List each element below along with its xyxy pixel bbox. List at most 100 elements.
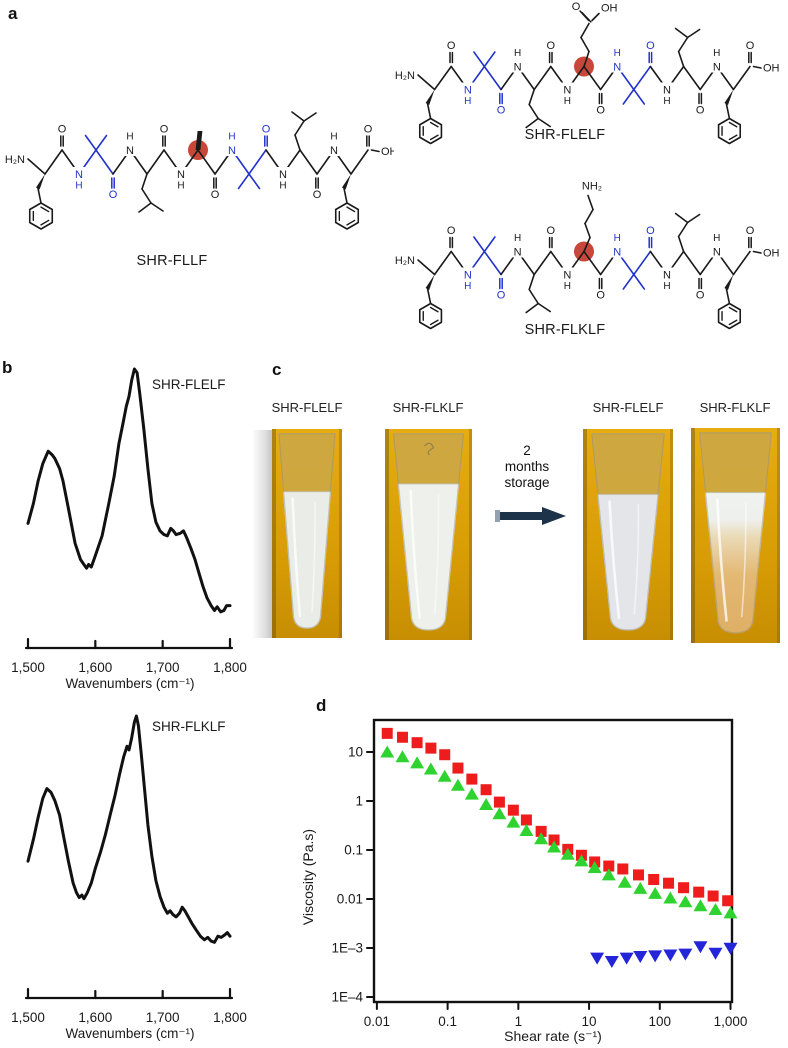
structure-name-shr-flelf: SHR-FLELF xyxy=(524,127,606,143)
tube-photo-before-flklf xyxy=(385,429,472,640)
svg-text:O: O xyxy=(596,105,605,117)
svg-text:H: H xyxy=(564,281,571,292)
svg-text:N: N xyxy=(514,62,522,74)
svg-text:O: O xyxy=(211,189,220,201)
svg-text:N: N xyxy=(613,247,621,259)
structure-name-shr-flklf: SHR-FLKLF xyxy=(524,322,606,338)
svg-text:1,800: 1,800 xyxy=(213,660,247,675)
svg-text:H: H xyxy=(614,233,621,244)
panel-label-d: d xyxy=(316,696,327,715)
tube-label-before-flklf: SHR-FLKLF xyxy=(392,400,464,415)
panel-label-a: a xyxy=(8,4,18,23)
svg-text:OH: OH xyxy=(601,3,618,15)
svg-text:0.01: 0.01 xyxy=(337,891,363,906)
svg-text:0.01: 0.01 xyxy=(364,1014,390,1029)
structure-name-shr-fllf: SHR-FLLF xyxy=(136,253,208,269)
svg-text:10: 10 xyxy=(582,1014,597,1029)
svg-text:1,500: 1,500 xyxy=(11,660,45,675)
svg-text:N: N xyxy=(663,270,671,282)
svg-text:N: N xyxy=(663,85,671,97)
spectrum-2-x-axis-title: Wavenumbers (cm⁻¹) xyxy=(65,1026,195,1041)
svg-text:N: N xyxy=(464,270,472,282)
svg-text:H: H xyxy=(564,96,571,107)
svg-text:H: H xyxy=(75,181,82,192)
tube-label-before-flelf: SHR-FLELF xyxy=(271,400,343,415)
svg-text:1E–4: 1E–4 xyxy=(331,989,363,1004)
svg-text:0.1: 0.1 xyxy=(344,842,363,857)
svg-text:N: N xyxy=(713,247,721,259)
svg-text:N: N xyxy=(514,247,522,259)
storage-line-2: months xyxy=(504,459,550,474)
svg-text:1E–3: 1E–3 xyxy=(331,940,363,955)
svg-text:O: O xyxy=(447,225,456,237)
svg-text:H: H xyxy=(713,48,720,59)
svg-text:H: H xyxy=(126,132,133,143)
svg-text:H: H xyxy=(663,281,670,292)
svg-text:1,600: 1,600 xyxy=(78,660,112,675)
svg-text:H: H xyxy=(464,281,471,292)
panel-label-c: c xyxy=(272,360,282,379)
viscosity-x-axis-title: Shear rate (s⁻¹) xyxy=(504,1028,602,1044)
svg-text:N: N xyxy=(126,145,134,157)
svg-text:O: O xyxy=(58,124,67,136)
svg-text:O: O xyxy=(160,124,169,136)
svg-text:1,600: 1,600 xyxy=(78,1010,112,1024)
svg-text:1: 1 xyxy=(355,794,363,809)
svg-text:OH: OH xyxy=(763,248,780,260)
svg-text:1: 1 xyxy=(515,1014,523,1029)
spectrum-1-x-axis-title: Wavenumbers (cm⁻¹) xyxy=(65,676,195,691)
svg-text:H: H xyxy=(514,233,521,244)
svg-text:N: N xyxy=(464,85,472,97)
svg-text:10: 10 xyxy=(348,745,363,760)
svg-text:O: O xyxy=(646,225,655,237)
svg-text:O: O xyxy=(109,189,118,201)
svg-text:N: N xyxy=(563,85,571,97)
spectrum-annotation-2: SHR-FLKLF xyxy=(152,719,226,734)
svg-text:O: O xyxy=(262,124,271,136)
svg-text:0.1: 0.1 xyxy=(438,1014,457,1029)
svg-text:H₂N: H₂N xyxy=(5,154,25,166)
svg-text:O: O xyxy=(313,189,322,201)
svg-text:N: N xyxy=(75,169,83,181)
svg-text:H: H xyxy=(614,48,621,59)
panel-label-b: b xyxy=(2,358,13,377)
svg-text:N: N xyxy=(563,270,571,282)
viscosity-y-axis-title: Viscosity (Pa.s) xyxy=(300,828,316,926)
svg-text:O: O xyxy=(547,40,556,52)
tube-photo-before-flelf xyxy=(272,429,342,638)
svg-text:OH: OH xyxy=(763,63,780,75)
svg-text:O: O xyxy=(746,40,755,52)
svg-text:H: H xyxy=(514,48,521,59)
viscosity-vs-shear-rate-plot: 0.01 0.1 1 10 100 1,000 10 1 0.1 0.01 1E–3 1E–4 xyxy=(331,718,748,1029)
tube-photo-after-flklf xyxy=(691,428,780,643)
photo-edge-shadow xyxy=(252,430,272,638)
svg-text:1,500: 1,500 xyxy=(11,1010,45,1024)
svg-text:O: O xyxy=(497,290,506,302)
storage-line-3: storage xyxy=(504,475,550,490)
ftir-spectrum-shr-flelf: 1,500 1,600 1,700 1,800 xyxy=(11,367,247,675)
tube-photo-after-flelf xyxy=(583,429,673,640)
svg-text:N: N xyxy=(279,169,287,181)
svg-text:O: O xyxy=(447,40,456,52)
svg-text:O: O xyxy=(497,105,506,117)
spectrum-annotation-1: SHR-FLELF xyxy=(152,377,226,392)
svg-text:H: H xyxy=(228,132,235,143)
svg-text:O: O xyxy=(547,225,556,237)
svg-text:O: O xyxy=(646,40,655,52)
svg-text:N: N xyxy=(177,169,185,181)
svg-text:N: N xyxy=(613,62,621,74)
svg-text:1,700: 1,700 xyxy=(146,1010,180,1024)
ftir-spectrum-shr-flklf: 1,500 1,600 1,700 1,800 xyxy=(11,714,247,1024)
svg-text:H: H xyxy=(663,96,670,107)
storage-line-1: 2 xyxy=(523,443,531,458)
svg-text:O: O xyxy=(746,225,755,237)
svg-text:H: H xyxy=(177,181,184,192)
svg-text:1,000: 1,000 xyxy=(714,1014,748,1029)
svg-text:H₂N: H₂N xyxy=(395,255,415,267)
svg-text:O: O xyxy=(696,105,705,117)
svg-text:H₂N: H₂N xyxy=(395,70,415,82)
tube-label-after-flklf: SHR-FLKLF xyxy=(699,400,771,415)
